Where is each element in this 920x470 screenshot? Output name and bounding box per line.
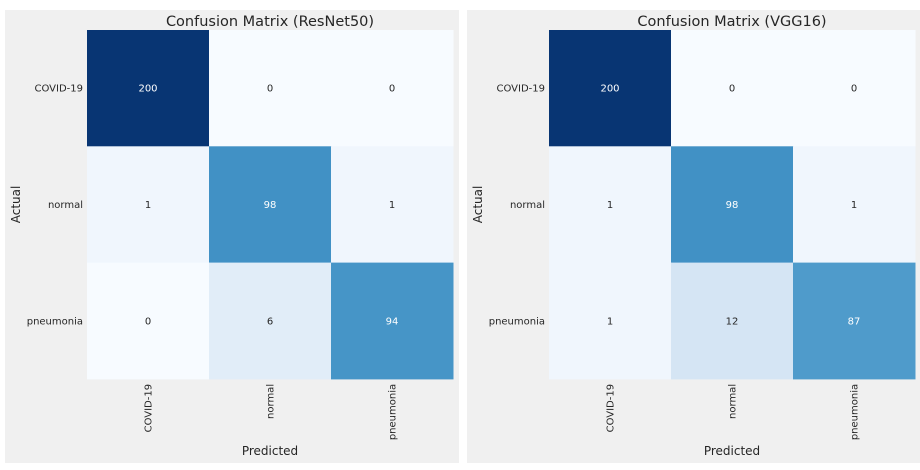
- x-axis-label: Predicted: [242, 444, 298, 458]
- cell-value-label: 200: [600, 84, 619, 95]
- x-tick-label-normal: normal: [728, 384, 739, 419]
- y-axis-label: Actual: [9, 186, 23, 224]
- cell-value-label: 1: [607, 200, 613, 211]
- heatmap-cell: [793, 262, 916, 380]
- heatmap-cell: [209, 146, 332, 264]
- cell-value-label: 87: [848, 316, 861, 327]
- y-tick-label-covid-19: COVID-19: [496, 84, 545, 95]
- cell-value-label: 0: [389, 84, 395, 95]
- y-tick-label-normal: normal: [510, 200, 545, 211]
- heatmap-cell: [671, 30, 794, 147]
- x-tick-label-pneumonia: pneumonia: [850, 384, 861, 440]
- y-tick-label-covid-19: COVID-19: [34, 84, 83, 95]
- y-tick-label-pneumonia: pneumonia: [27, 316, 83, 327]
- heatmap-cell: [331, 30, 454, 147]
- heatmap-cell: [331, 262, 454, 380]
- cell-value-label: 98: [264, 200, 277, 211]
- y-tick-label-pneumonia: pneumonia: [489, 316, 545, 327]
- heatmap-cell: [209, 30, 332, 147]
- cell-value-label: 1: [389, 200, 395, 211]
- heatmap-cell: [549, 146, 672, 264]
- heatmap-cell: [549, 262, 672, 380]
- heatmap-cell: [87, 146, 210, 264]
- cell-value-label: 1: [145, 200, 151, 211]
- x-tick-label-pneumonia: pneumonia: [388, 384, 399, 440]
- cell-value-label: 12: [726, 316, 739, 327]
- heatmap-panel-1: Confusion Matrix (ResNet50) 200 0 0 1 98 1 0 6 94…: [5, 10, 459, 463]
- chart-title: Confusion Matrix (ResNet50): [166, 14, 374, 30]
- chart-title: Confusion Matrix (VGG16): [637, 14, 826, 30]
- x-axis-label: Predicted: [704, 444, 760, 458]
- heatmap-cell: [549, 30, 672, 147]
- x-tick-label-normal: normal: [266, 384, 277, 419]
- heatmap-panel-2: Confusion Matrix (VGG16) 200 0 0 1 98 1 1 12 87 CO…: [467, 10, 920, 463]
- cell-value-label: 200: [138, 84, 157, 95]
- heatmap-cell: [87, 30, 210, 147]
- heatmap-cell: [87, 262, 210, 380]
- heatmap-cell: [671, 262, 794, 380]
- cell-value-label: 6: [267, 316, 273, 327]
- cell-value-label: 0: [267, 84, 273, 95]
- cell-value-label: 94: [386, 316, 399, 327]
- y-tick-label-normal: normal: [48, 200, 83, 211]
- heatmap-cell: [331, 146, 454, 264]
- cell-value-label: 1: [607, 316, 613, 327]
- heatmap-cell: [793, 146, 916, 264]
- cell-value-label: 0: [851, 84, 857, 95]
- heatmap-cell: [671, 146, 794, 264]
- heatmap-cell: [209, 262, 332, 380]
- x-tick-label-covid-19: COVID-19: [606, 384, 617, 433]
- cell-value-label: 1: [851, 200, 857, 211]
- x-tick-label-covid-19: COVID-19: [144, 384, 155, 433]
- cell-value-label: 0: [729, 84, 735, 95]
- heatmap-cell: [793, 30, 916, 147]
- y-axis-label: Actual: [471, 186, 485, 224]
- cell-value-label: 98: [726, 200, 739, 211]
- cell-value-label: 0: [145, 316, 151, 327]
